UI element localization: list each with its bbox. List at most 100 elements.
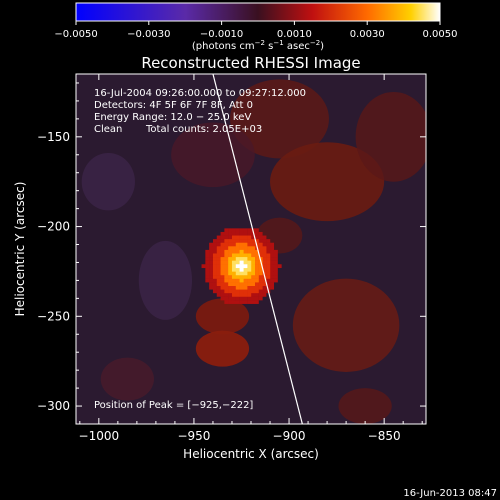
source-pixel <box>220 278 225 283</box>
source-pixel <box>270 278 275 283</box>
source-pixel <box>228 278 233 283</box>
source-pixel <box>266 285 271 290</box>
source-pixel <box>231 275 236 279</box>
source-pixel <box>239 246 244 251</box>
source-pixel <box>239 289 244 294</box>
source-pixel <box>247 231 252 236</box>
source-pixel <box>251 300 256 304</box>
source-pixel <box>258 242 263 247</box>
source-pixel <box>216 282 221 286</box>
source-pixel <box>258 289 263 294</box>
colorbar-tick-label: −0.0010 <box>200 29 243 40</box>
source-pixel <box>247 260 252 265</box>
source-pixel <box>243 278 248 283</box>
source-pixel <box>254 289 259 294</box>
source-pixel <box>220 235 225 240</box>
source-pixel <box>231 242 236 247</box>
source-pixel <box>251 260 256 265</box>
source-pixel <box>224 292 229 297</box>
source-pixel <box>273 260 278 265</box>
source-pixel <box>216 264 221 269</box>
source-pixel <box>254 285 259 290</box>
source-pixel <box>228 267 233 272</box>
source-pixel <box>224 260 229 265</box>
source-pixel <box>235 278 240 283</box>
source-pixel <box>239 242 244 247</box>
source-pixel <box>266 242 271 247</box>
source-pixel <box>254 275 259 279</box>
source-pixel <box>224 282 229 286</box>
source-pixel <box>239 249 244 254</box>
source-pixel <box>231 260 236 265</box>
x-tick-label: −850 <box>368 429 401 443</box>
source-pixel <box>228 296 233 301</box>
source-pixel <box>231 264 236 269</box>
source-pixel <box>258 239 263 243</box>
source-pixel <box>262 260 267 265</box>
source-pixel <box>239 257 244 261</box>
source-pixel <box>231 292 236 297</box>
source-pixel <box>251 278 256 283</box>
source-pixel <box>258 246 263 251</box>
source-pixel <box>235 249 240 254</box>
annotation-detectors: Detectors: 4F 5F 6F 7F 8F, Att 0 <box>94 100 253 111</box>
source-pixel <box>258 275 263 279</box>
source-pixel <box>231 285 236 290</box>
source-pixel <box>220 257 225 261</box>
source-pixel <box>251 267 256 272</box>
source-pixel <box>258 231 263 236</box>
source-pixel <box>205 260 210 265</box>
source-pixel <box>254 260 259 265</box>
annotation-counts: Total counts: 2.05E+03 <box>145 124 262 135</box>
source-pixel <box>231 231 236 236</box>
source-pixel <box>228 235 233 240</box>
source-pixel <box>247 278 252 283</box>
source-pixel <box>258 292 263 297</box>
source-pixel <box>235 289 240 294</box>
source-pixel <box>266 253 271 258</box>
source-pixel <box>205 278 210 283</box>
source-pixel <box>228 300 233 304</box>
source-pixel <box>254 231 259 236</box>
source-pixel <box>258 296 263 301</box>
source-pixel <box>239 264 244 269</box>
emission-blob <box>138 240 193 320</box>
source-pixel <box>243 228 248 233</box>
source-pixel <box>224 285 229 290</box>
source-pixel <box>235 246 240 251</box>
emission-blob <box>230 79 329 159</box>
source-pixel <box>224 257 229 261</box>
source-pixel <box>266 239 271 243</box>
source-pixel <box>258 253 263 258</box>
image-area <box>76 74 426 424</box>
source-pixel <box>205 267 210 272</box>
source-pixel <box>228 282 233 286</box>
source-pixel <box>251 275 256 279</box>
source-pixel <box>209 242 214 247</box>
source-pixel <box>224 264 229 269</box>
source-pixel <box>216 239 221 243</box>
source-pixel <box>258 264 263 269</box>
y-axis-label: Heliocentric Y (arcsec) <box>13 182 27 317</box>
source-pixel <box>243 282 248 286</box>
source-pixel <box>205 264 210 269</box>
source-pixel <box>273 253 278 258</box>
source-pixel <box>270 264 275 269</box>
source-pixel <box>239 282 244 286</box>
source-pixel <box>258 282 263 286</box>
colorbar-tick-label: 0.0050 <box>423 29 458 40</box>
source-pixel <box>235 264 240 269</box>
source-pixel <box>220 239 225 243</box>
source-pixel <box>220 264 225 269</box>
source-pixel <box>270 249 275 254</box>
source-pixel <box>205 249 210 254</box>
source-pixel <box>239 267 244 272</box>
y-tick-label: −200 <box>37 220 70 234</box>
source-pixel <box>228 275 233 279</box>
source-pixel <box>235 228 240 233</box>
source-pixel <box>212 271 217 276</box>
source-pixel <box>216 253 221 258</box>
source-pixel <box>266 264 271 269</box>
source-pixel <box>277 264 282 269</box>
